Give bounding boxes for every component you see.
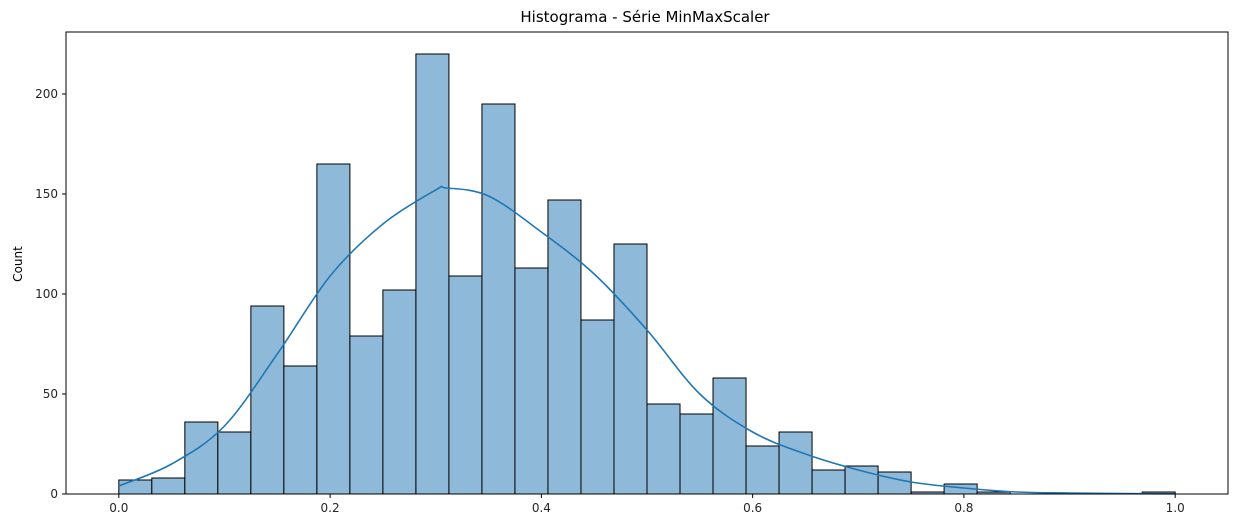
histogram-bar [184, 421, 219, 495]
histogram-bar [712, 377, 747, 495]
y-tick-label: 100 [35, 287, 58, 301]
histogram-bar [778, 431, 813, 495]
y-tick-label: 150 [35, 187, 58, 201]
histogram-bar [250, 305, 285, 495]
histogram-bar [514, 267, 549, 495]
histogram-bar [580, 319, 615, 495]
x-tick-label: 0.8 [954, 501, 973, 515]
histogram-bar [118, 479, 153, 495]
histogram-bar [349, 335, 384, 495]
x-tick-label: 1.0 [1166, 501, 1185, 515]
histogram-bar [613, 243, 648, 495]
plot-frame [65, 31, 1229, 495]
histogram-bar [415, 53, 450, 495]
histogram-bar [547, 199, 582, 495]
histogram-bar [283, 365, 318, 495]
histogram-bar [811, 469, 846, 495]
histogram-bar [877, 471, 912, 495]
x-tick-label: 0.6 [743, 501, 762, 515]
histogram-bar [151, 477, 186, 495]
x-tick-label: 0.0 [109, 501, 128, 515]
kde-curve [118, 185, 1176, 495]
kde-layer [118, 185, 1176, 495]
x-tick-label: 0.2 [321, 501, 340, 515]
histogram-bar [745, 445, 780, 495]
histogram-bar [382, 289, 417, 495]
chart-title: Histograma - Série MinMaxScaler [520, 8, 770, 26]
y-tick-label: 50 [43, 387, 58, 401]
x-tick-label: 0.4 [532, 501, 551, 515]
axes-layer [65, 31, 1229, 495]
histogram-bar [679, 413, 714, 495]
histogram-bar [481, 103, 516, 495]
y-axis-label: Count [11, 246, 25, 282]
histogram-bar [448, 275, 483, 495]
y-tick-label: 200 [35, 87, 58, 101]
bars-layer [118, 53, 1176, 495]
histogram-bar [316, 163, 351, 495]
histogram-bar [646, 403, 681, 495]
histogram-bar [217, 431, 252, 495]
ticks-layer: 0.0 0.2 0.4 0.6 0.8 1.0 0 50 100 150 200 [35, 87, 1185, 515]
y-tick-label: 0 [50, 487, 58, 501]
